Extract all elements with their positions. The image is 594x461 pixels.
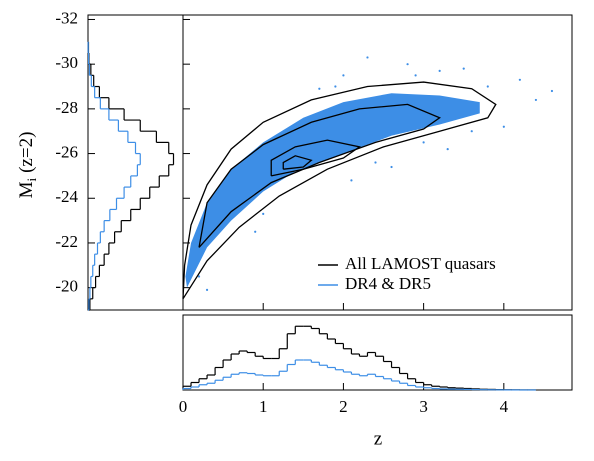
scatter-point (350, 179, 353, 182)
scatter-point (446, 147, 449, 151)
scatter-point (422, 141, 425, 144)
scatter-point (462, 67, 465, 70)
scatter-point (262, 212, 265, 216)
contour (270, 139, 362, 177)
y-axis-label: Mi (z=2) (16, 132, 39, 199)
scatter-point (366, 56, 369, 59)
y-tick-label: -32 (55, 8, 78, 27)
y-tick-label: -22 (55, 232, 78, 251)
density-region (185, 93, 480, 288)
y-tick-label: -26 (55, 142, 78, 161)
bottom-hist-frame (182, 314, 573, 391)
scatter-point (318, 87, 321, 90)
scatter-point (414, 74, 417, 77)
y-label-part: M (16, 181, 37, 198)
x-tick-label: 2 (339, 397, 348, 416)
scatter-point (205, 288, 209, 291)
legend-label: All LAMOST quasars (345, 254, 496, 273)
scatter-point (534, 98, 538, 102)
scatter-point (518, 78, 521, 81)
y-tick-label: -28 (55, 98, 78, 117)
scatter-point (438, 69, 441, 72)
scatter-point (286, 134, 289, 137)
x-tick-label: 0 (179, 397, 188, 416)
legend-label: DR4 & DR5 (345, 274, 431, 293)
scatter-point (390, 165, 393, 169)
contour (282, 155, 313, 170)
scatter-point (550, 89, 554, 93)
y-tick-label: -24 (55, 187, 78, 206)
scatter-point (374, 161, 377, 164)
y-label-part: (z=2) (16, 132, 37, 173)
x-tick-label: 3 (419, 397, 428, 416)
contour (198, 103, 442, 248)
y-label-sub: i (24, 178, 39, 182)
scatter-point (406, 63, 409, 66)
y-tick-label: -20 (55, 277, 78, 296)
contour (182, 81, 497, 300)
scatter-point (334, 85, 337, 88)
scatter-point (197, 275, 201, 278)
scatter-point (470, 130, 473, 133)
x-tick-label: 1 (259, 397, 268, 416)
scatter-point (254, 230, 257, 233)
left-hist-frame (87, 14, 184, 311)
x-axis-label: z (374, 428, 382, 449)
scatter-point (342, 74, 345, 77)
y-tick-label: -30 (55, 53, 78, 72)
x-tick-label: 4 (500, 397, 509, 416)
scatter-point (502, 125, 505, 128)
scatter-point (486, 85, 489, 88)
